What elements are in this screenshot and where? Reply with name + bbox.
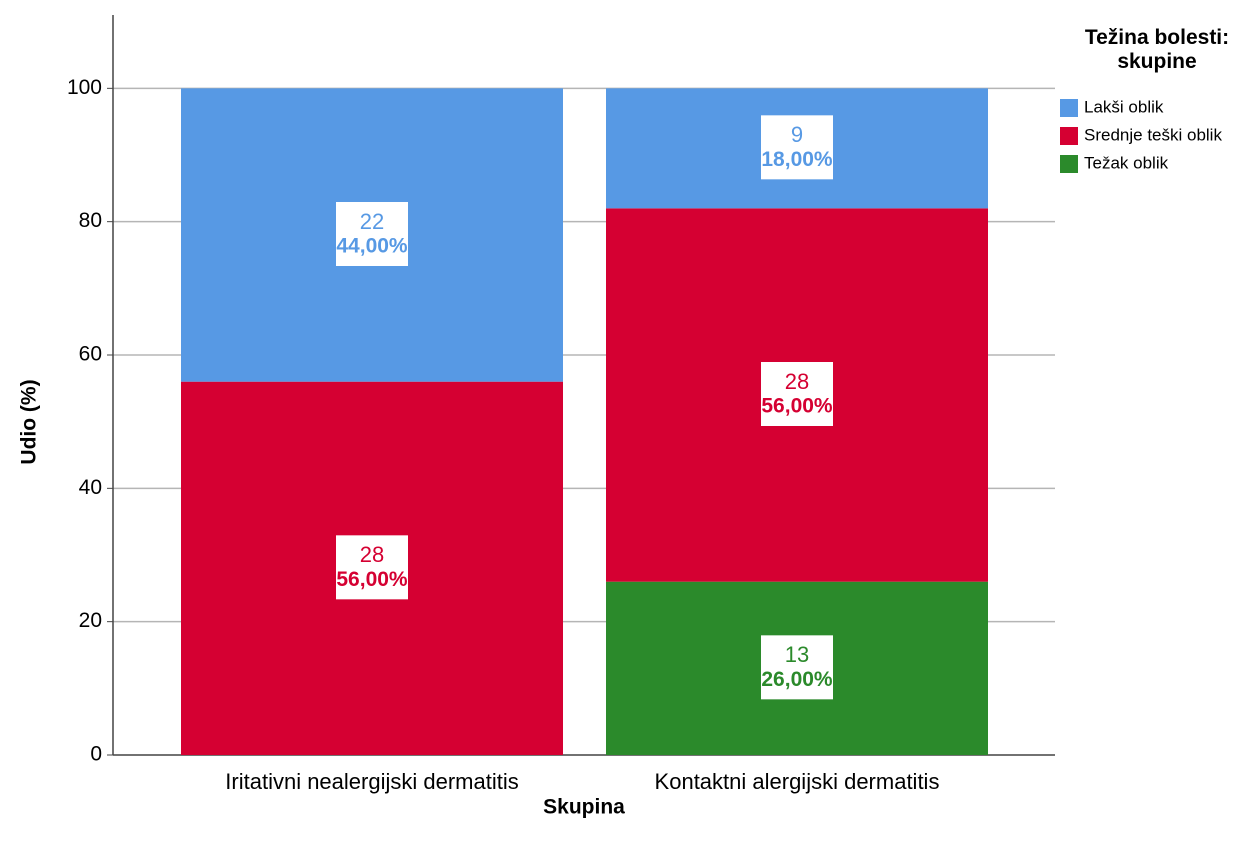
count-label: 28 (360, 542, 384, 567)
y-tick-label: 20 (79, 609, 102, 632)
label-box (761, 635, 833, 700)
legend-title: Težina bolesti: skupine (1084, 26, 1230, 73)
legend-label: Lakši oblik (1084, 97, 1164, 116)
y-tick-label: 60 (79, 343, 102, 366)
x-tick-label: Iritativni nealergijski dermatitis (225, 769, 518, 794)
count-label: 22 (360, 209, 384, 234)
data-label: 26,00% (761, 668, 833, 691)
count-label: 9 (791, 122, 803, 147)
count-label: 13 (785, 642, 809, 667)
data-label: 44,00% (336, 235, 408, 258)
data-label: 56,00% (336, 568, 408, 591)
legend-swatch (1060, 155, 1078, 173)
y-tick-label: 40 (79, 476, 102, 499)
legend-swatch (1060, 99, 1078, 117)
legend-swatch (1060, 127, 1078, 145)
x-axis-label: Skupina (543, 796, 625, 819)
label-box (336, 535, 408, 600)
count-label: 28 (785, 369, 809, 394)
label-box (761, 362, 833, 426)
legend-label: Težak oblik (1084, 153, 1169, 172)
y-axis-label: Udio (%) (18, 379, 41, 464)
y-tick-label: 80 (79, 209, 102, 232)
label-box (336, 202, 408, 266)
legend-label: Srednje teški oblik (1084, 125, 1222, 144)
x-tick-label: Kontaktni alergijski dermatitis (655, 769, 940, 794)
label-box (761, 115, 833, 180)
data-label: 56,00% (761, 395, 833, 418)
y-tick-label: 0 (90, 743, 102, 766)
data-label: 18,00% (761, 148, 833, 171)
y-tick-label: 100 (67, 76, 102, 99)
